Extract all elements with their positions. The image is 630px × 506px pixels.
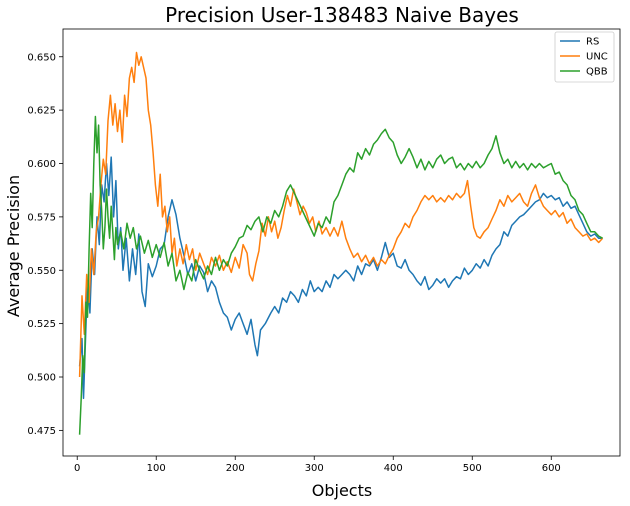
y-tick-label: 0.525: [27, 319, 56, 330]
plot-frame: [62, 28, 621, 457]
y-tick-label: 0.600: [27, 159, 56, 170]
legend-label-unc: UNC: [586, 52, 608, 63]
series-line-unc: [78, 51, 604, 378]
series-line-rs: [78, 156, 603, 400]
legend-label-qbb: QBB: [586, 67, 608, 78]
legend: RS UNC QBB: [554, 31, 615, 83]
x-tick-label: 400: [384, 463, 403, 474]
legend-label-rs: RS: [586, 37, 599, 48]
legend-box: [554, 31, 615, 83]
x-tick-label: 500: [463, 463, 482, 474]
series-line-qbb: [78, 115, 603, 435]
y-tick-label: 0.650: [27, 52, 56, 63]
x-tick-label: 200: [226, 463, 245, 474]
y-tick-label: 0.625: [27, 106, 56, 117]
plot-area: 0 100 200 300 400 500 600 0.475 0.500 0.525 0.550 0…: [27, 28, 621, 474]
x-tick-label: 600: [542, 463, 561, 474]
y-tick-label: 0.475: [27, 426, 56, 437]
y-tick-label: 0.550: [27, 266, 56, 277]
x-tick-label: 0: [74, 463, 80, 474]
y-tick-label: 0.500: [27, 373, 56, 384]
x-tick-label: 300: [305, 463, 324, 474]
x-axis-label: Objects: [312, 481, 372, 500]
x-tick-label: 100: [147, 463, 166, 474]
chart-title: Precision User-138483 Naive Bayes: [165, 3, 519, 27]
y-axis-label: Average Precision: [4, 175, 23, 317]
y-tick-label: 0.575: [27, 212, 56, 223]
